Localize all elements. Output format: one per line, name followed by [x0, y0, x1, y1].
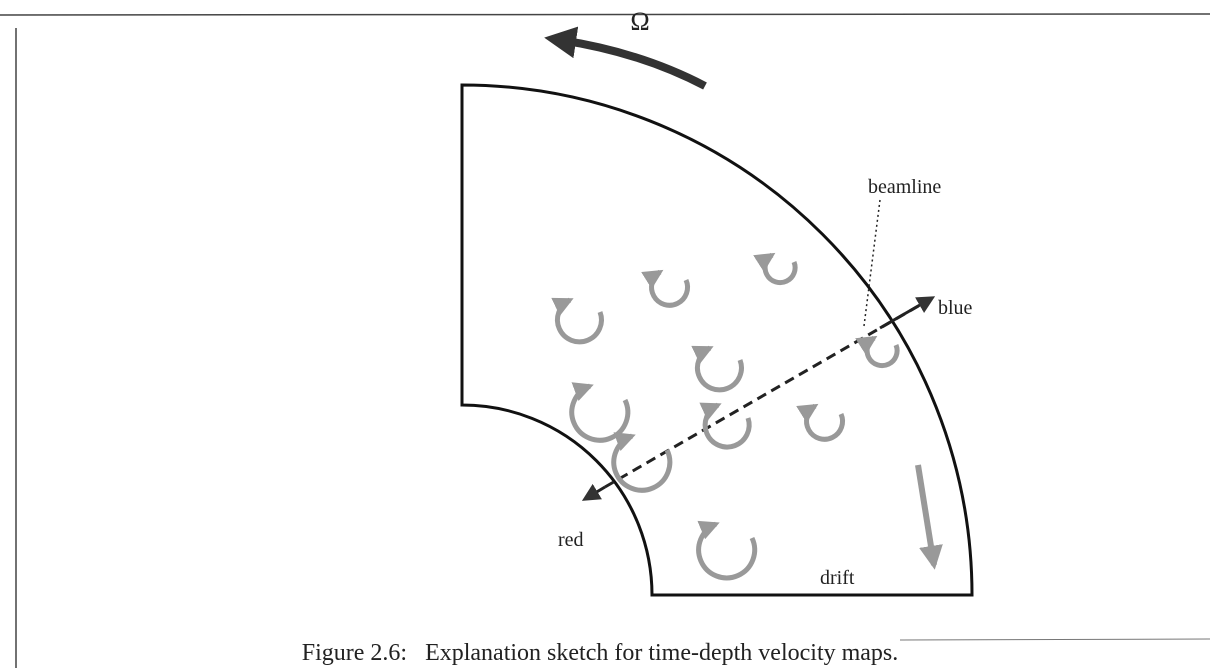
beamline-pointer	[863, 199, 881, 327]
eddy	[611, 432, 673, 493]
beamline-label: beamline	[868, 176, 941, 198]
eddy	[696, 520, 758, 581]
drift-arrow	[915, 464, 943, 570]
disk-sector	[460, 83, 974, 597]
frame-top	[0, 13, 1210, 16]
blue-label: blue	[938, 297, 973, 319]
eddy	[699, 402, 752, 450]
eddy	[796, 403, 846, 442]
eddy	[641, 269, 691, 308]
frame-bottom	[899, 638, 1210, 641]
red-arrow	[581, 483, 606, 501]
red-label: red	[558, 529, 584, 551]
rotation-arrow	[544, 26, 707, 90]
blue-arrow	[879, 296, 936, 330]
eddy	[551, 297, 604, 345]
omega-label: Ω	[630, 7, 649, 36]
eddies	[551, 252, 900, 581]
caption: Figure 2.6: Explanation sketch for time-…	[302, 640, 899, 666]
eddy	[855, 335, 900, 369]
beamline-dashed	[604, 303, 921, 489]
eddy	[691, 345, 744, 393]
eddy	[753, 252, 798, 286]
drift-label: drift	[820, 567, 855, 589]
eddy	[569, 382, 631, 443]
